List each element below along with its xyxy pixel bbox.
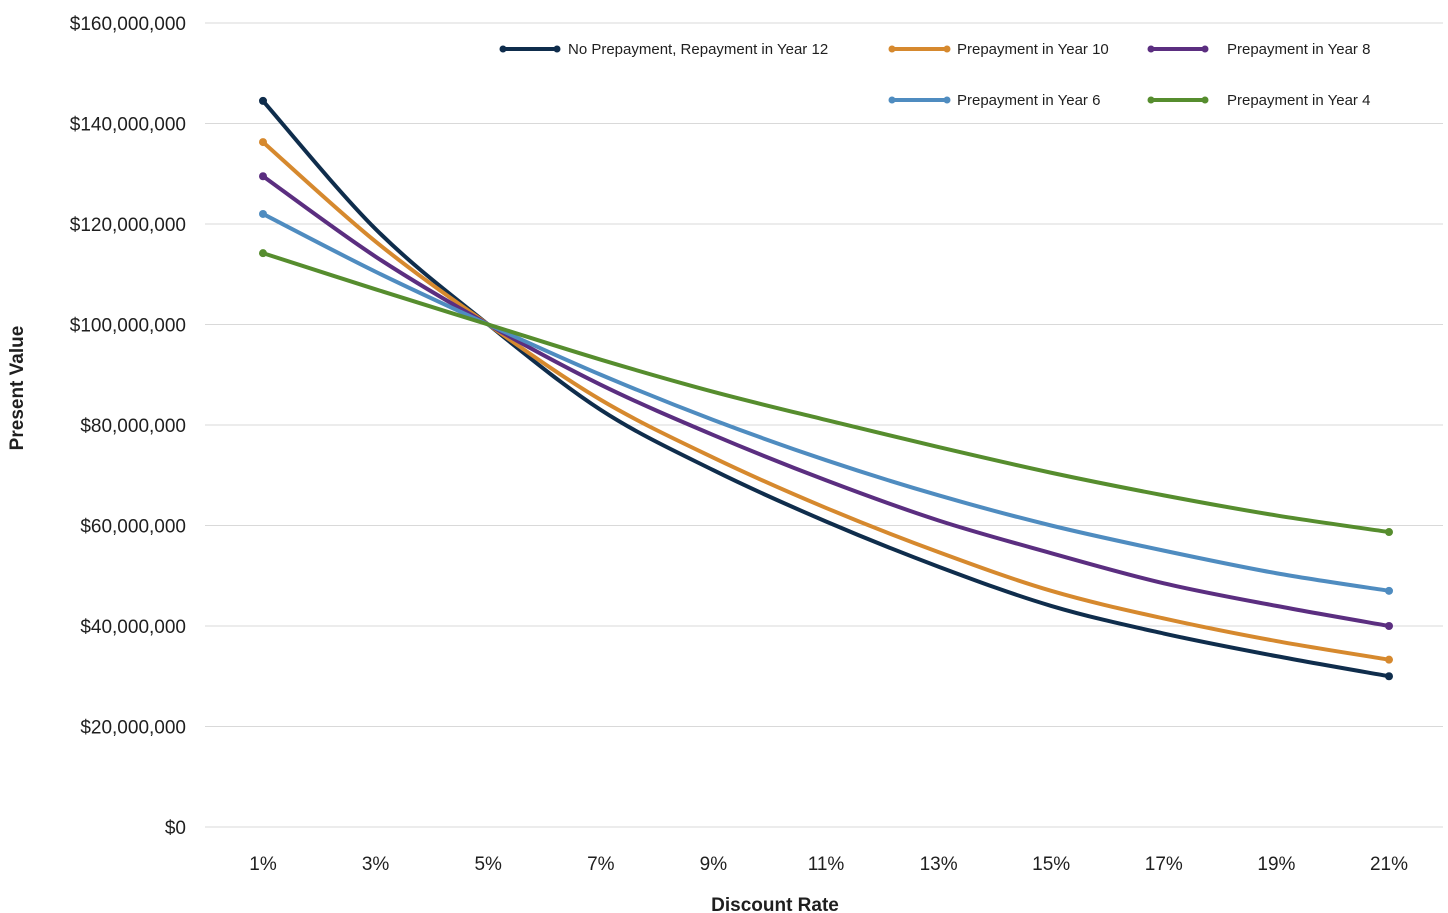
series-0-start-point — [259, 96, 267, 105]
y-axis-ticks: $0 $20,000,000 $40,000,000 $60,000,000 $80,0… — [70, 14, 186, 839]
series-2-start-point — [259, 172, 267, 181]
legend-swatch-dot — [943, 45, 951, 53]
series-1-start-point — [259, 138, 267, 147]
y-tick-label: $80,000,000 — [80, 416, 186, 437]
legend-label: Prepayment in Year 8 — [1227, 41, 1370, 58]
grid-lines — [205, 22, 1443, 828]
series-0-end-point — [1385, 672, 1393, 681]
series-line-2 — [261, 174, 1391, 628]
series-line-4 — [261, 251, 1391, 535]
x-tick-label: 17% — [1145, 854, 1183, 875]
x-tick-label: 13% — [920, 854, 958, 875]
legend-label: Prepayment in Year 6 — [957, 92, 1100, 109]
y-tick-label: $120,000,000 — [70, 215, 186, 236]
series-line-3 — [261, 211, 1391, 593]
x-tick-label: 5% — [474, 854, 502, 875]
x-tick-label: 9% — [700, 854, 728, 875]
legend-swatch-dot — [1147, 96, 1155, 104]
x-tick-label: 7% — [587, 854, 615, 875]
x-tick-label: 1% — [249, 854, 277, 875]
legend-swatch-dot — [553, 45, 561, 53]
x-axis-label: Discount Rate — [711, 895, 839, 913]
x-tick-label: 19% — [1257, 854, 1295, 875]
series-3-start-point — [259, 209, 267, 218]
series-line-1 — [261, 140, 1391, 662]
y-tick-label: $100,000,000 — [70, 316, 186, 337]
legend-label: Prepayment in Year 10 — [957, 41, 1109, 58]
legend-swatch-dot — [1201, 96, 1209, 104]
y-tick-label: $160,000,000 — [70, 14, 186, 35]
legend-swatch-dot — [943, 96, 951, 104]
legend-swatch-dot — [499, 45, 507, 53]
legend-item-2: Prepayment in Year 8 — [1147, 41, 1370, 58]
legend: No Prepayment, Repayment in Year 12 Prepa… — [499, 41, 1370, 109]
series-2-end-point — [1385, 622, 1393, 630]
legend-swatch-dot — [1201, 45, 1209, 53]
legend-item-1: Prepayment in Year 10 — [888, 41, 1109, 58]
y-tick-label: $140,000,000 — [70, 115, 186, 136]
x-tick-label: 15% — [1032, 854, 1070, 875]
legend-item-4: Prepayment in Year 4 — [1147, 92, 1370, 109]
series-line-0 — [261, 98, 1391, 679]
y-axis-label: Present Value — [7, 326, 28, 451]
legend-swatch-dot — [888, 45, 896, 53]
y-tick-label: $0 — [165, 818, 186, 839]
series-lines — [259, 96, 1393, 681]
x-tick-label: 21% — [1370, 854, 1408, 875]
series-3-end-point — [1385, 586, 1393, 595]
legend-item-3: Prepayment in Year 6 — [888, 92, 1100, 109]
x-tick-label: 3% — [362, 854, 390, 875]
series-4-end-point — [1385, 528, 1393, 537]
legend-swatch-dot — [888, 96, 896, 104]
x-axis-ticks: 1% 3% 5% 7% 9% 11% 13% 15% 17% 19% 21% — [249, 854, 1408, 875]
y-tick-label: $20,000,000 — [80, 718, 186, 739]
y-tick-label: $60,000,000 — [80, 517, 186, 538]
legend-label: Prepayment in Year 4 — [1227, 92, 1370, 109]
series-1-end-point — [1385, 655, 1393, 664]
x-tick-label: 11% — [808, 854, 845, 875]
series-4-start-point — [259, 249, 267, 258]
legend-label: No Prepayment, Repayment in Year 12 — [568, 41, 828, 58]
y-tick-label: $40,000,000 — [80, 617, 186, 638]
legend-item-0: No Prepayment, Repayment in Year 12 — [499, 41, 828, 58]
legend-swatch-dot — [1147, 45, 1155, 53]
